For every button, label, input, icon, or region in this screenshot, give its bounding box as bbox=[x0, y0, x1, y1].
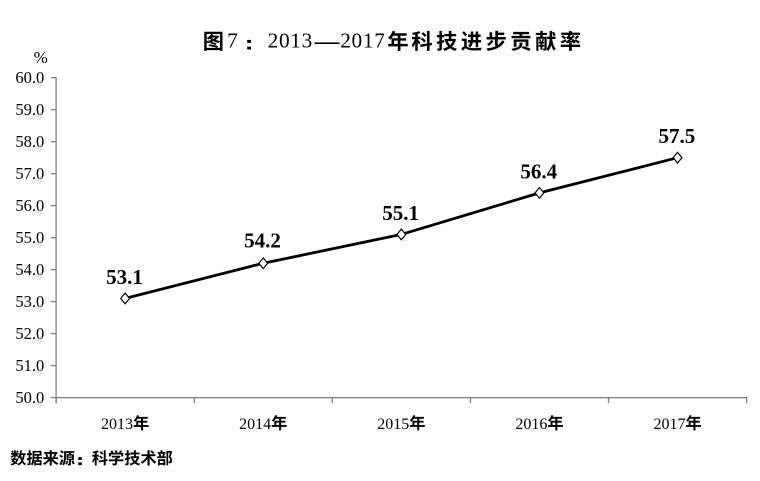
svg-text:2013: 2013 bbox=[268, 29, 313, 53]
svg-text:52.0: 52.0 bbox=[15, 324, 44, 343]
svg-text:2016: 2016 bbox=[515, 416, 547, 433]
svg-text:2015: 2015 bbox=[377, 416, 409, 433]
svg-text:56.4: 56.4 bbox=[520, 159, 557, 183]
svg-text:58.0: 58.0 bbox=[15, 132, 44, 151]
svg-text:56.0: 56.0 bbox=[15, 196, 44, 215]
svg-text:55.0: 55.0 bbox=[15, 228, 44, 247]
svg-text:2014: 2014 bbox=[239, 416, 271, 433]
svg-text:50.0: 50.0 bbox=[15, 388, 44, 407]
svg-text:54.2: 54.2 bbox=[244, 228, 281, 252]
svg-text:57.0: 57.0 bbox=[15, 164, 44, 183]
svg-text:2017: 2017 bbox=[340, 29, 385, 53]
svg-text:51.0: 51.0 bbox=[15, 356, 44, 375]
svg-text:59.0: 59.0 bbox=[15, 100, 44, 119]
svg-text:53.0: 53.0 bbox=[15, 292, 44, 311]
svg-text:57.5: 57.5 bbox=[658, 124, 695, 148]
svg-text:2013: 2013 bbox=[101, 416, 133, 433]
svg-text:53.1: 53.1 bbox=[106, 265, 143, 289]
svg-text:55.1: 55.1 bbox=[382, 201, 419, 225]
svg-text:60.0: 60.0 bbox=[15, 68, 44, 87]
svg-text:%: % bbox=[34, 48, 48, 67]
svg-text:2017: 2017 bbox=[653, 416, 685, 433]
svg-text:7: 7 bbox=[227, 29, 238, 53]
svg-text:54.0: 54.0 bbox=[15, 260, 44, 279]
